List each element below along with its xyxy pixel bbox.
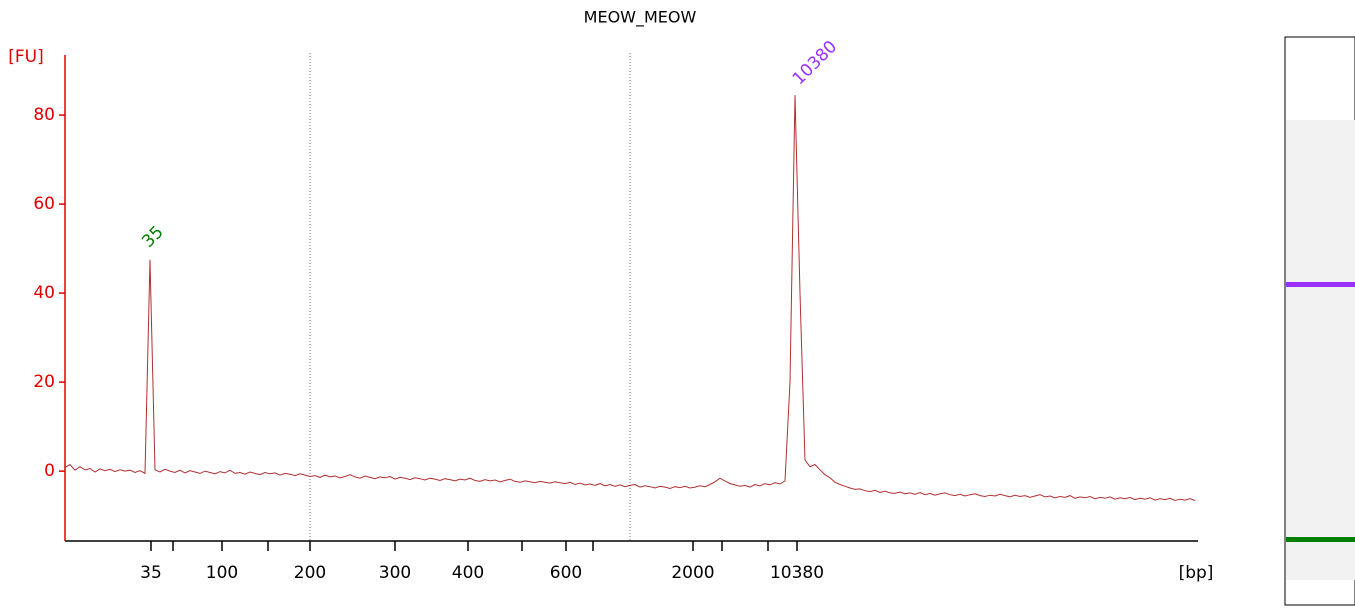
chart-title: MEOW_MEOW bbox=[584, 8, 697, 28]
x-tick-label: 35 bbox=[140, 563, 162, 583]
y-tick-label: 60 bbox=[33, 194, 55, 214]
y-tick-label: 20 bbox=[33, 372, 55, 392]
x-tick-label: 300 bbox=[379, 563, 411, 583]
peak-label: 35 bbox=[138, 222, 167, 251]
y-tick-label: 80 bbox=[33, 105, 55, 125]
x-axis-label: [bp] bbox=[1179, 563, 1214, 583]
gel-lane bbox=[1284, 36, 1355, 606]
x-tick-label: 100 bbox=[206, 563, 238, 583]
x-tick-label: 200 bbox=[294, 563, 326, 583]
x-tick-label: 600 bbox=[550, 563, 582, 583]
x-tick-label: 400 bbox=[452, 563, 484, 583]
x-tick-label: 10380 bbox=[770, 563, 824, 583]
gel-band bbox=[1286, 282, 1355, 287]
y-tick-label: 0 bbox=[44, 461, 55, 481]
y-tick-label: 40 bbox=[33, 283, 55, 303]
trace bbox=[64, 95, 1196, 502]
gel-background bbox=[1286, 120, 1355, 580]
peak-label: 10380 bbox=[789, 37, 841, 89]
y-axis-label: [FU] bbox=[8, 47, 44, 67]
gel-band bbox=[1286, 537, 1355, 542]
x-tick-label: 2000 bbox=[671, 563, 714, 583]
